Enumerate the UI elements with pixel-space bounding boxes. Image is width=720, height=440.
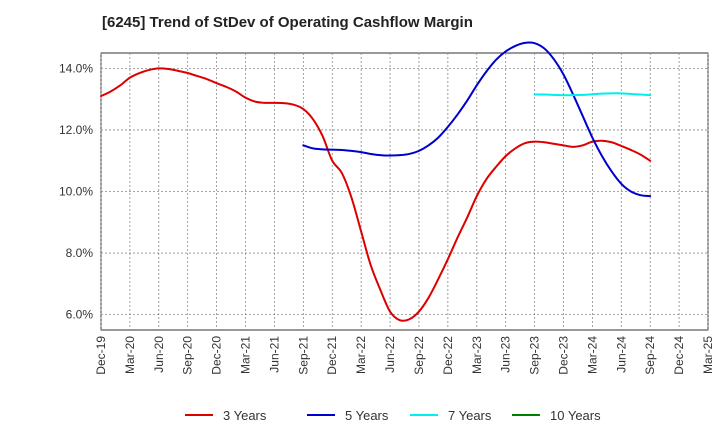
plot-area bbox=[100, 52, 709, 331]
x-tick-label: Dec-23 bbox=[556, 336, 570, 375]
x-tick-label: Jun-22 bbox=[383, 336, 397, 373]
x-tick-label: Jun-20 bbox=[152, 336, 166, 373]
legend-label-10-years: 10 Years bbox=[550, 408, 601, 423]
y-tick-label: 6.0% bbox=[66, 308, 94, 322]
legend-label-3-years: 3 Years bbox=[223, 408, 267, 423]
x-tick-label: Mar-20 bbox=[123, 336, 137, 374]
legend-label-5-years: 5 Years bbox=[345, 408, 389, 423]
legend-label-7-years: 7 Years bbox=[448, 408, 492, 423]
series-layer bbox=[100, 41, 652, 322]
x-tick-label: Dec-19 bbox=[94, 336, 108, 375]
x-tick-label: Mar-22 bbox=[354, 336, 368, 374]
series-line-3-years bbox=[100, 67, 652, 322]
x-tick-label: Mar-23 bbox=[470, 336, 484, 374]
x-tick-label: Dec-21 bbox=[325, 336, 339, 375]
series-line-7-years bbox=[533, 92, 652, 97]
x-tick-label: Sep-24 bbox=[643, 336, 657, 375]
x-tick-label: Jun-21 bbox=[267, 336, 281, 373]
y-tick-label: 12.0% bbox=[59, 123, 93, 137]
y-tick-label: 10.0% bbox=[59, 185, 93, 199]
x-tick-label: Jun-23 bbox=[499, 336, 513, 373]
x-tick-label: Mar-25 bbox=[701, 336, 715, 374]
x-tick-label: Mar-24 bbox=[585, 336, 599, 374]
x-tick-label: Dec-22 bbox=[441, 336, 455, 375]
x-tick-label: Sep-23 bbox=[528, 336, 542, 375]
legend: 3 Years 5 Years 7 Years 10 Years bbox=[185, 408, 601, 423]
axis-layer: 6.0% 8.0% 10.0% 12.0% 14.0% Dec-19 Mar-20 Jun-2… bbox=[59, 61, 715, 374]
x-tick-label: Mar-21 bbox=[239, 336, 253, 374]
series-line-5-years bbox=[302, 41, 652, 198]
chart-title: [6245] Trend of StDev of Operating Cashf… bbox=[102, 14, 473, 31]
grid-layer bbox=[100, 52, 709, 331]
x-tick-label: Sep-21 bbox=[296, 336, 310, 375]
y-tick-label: 14.0% bbox=[59, 61, 93, 75]
y-tick-label: 8.0% bbox=[66, 246, 94, 260]
x-tick-label: Jun-24 bbox=[614, 336, 628, 373]
x-tick-label: Dec-20 bbox=[210, 336, 224, 375]
x-tick-label: Dec-24 bbox=[672, 336, 686, 375]
x-tick-label: Sep-22 bbox=[412, 336, 426, 375]
x-tick-label: Sep-20 bbox=[181, 336, 195, 375]
